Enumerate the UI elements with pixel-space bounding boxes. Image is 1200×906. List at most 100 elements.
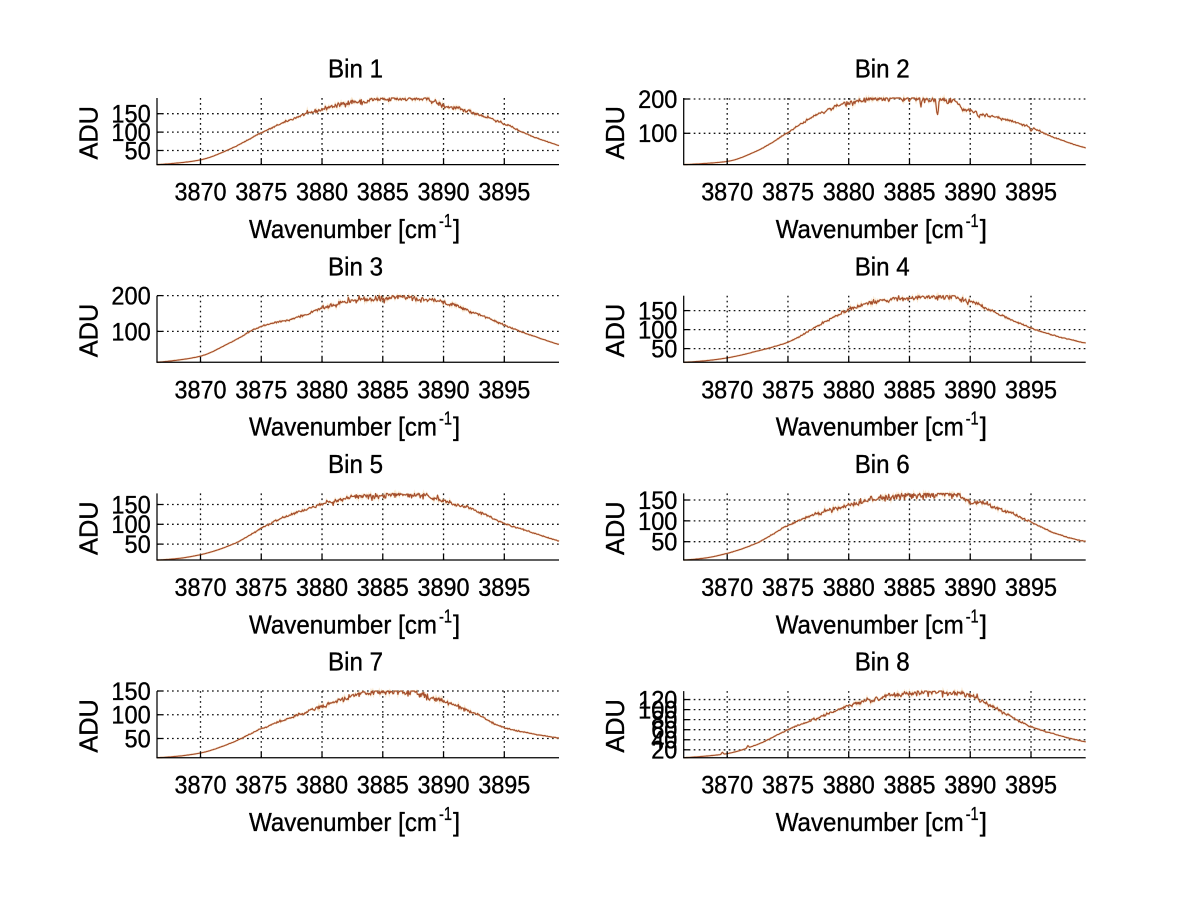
svg-text:200: 200: [638, 86, 677, 114]
svg-text:3895: 3895: [1005, 772, 1057, 800]
svg-text:3895: 3895: [478, 179, 530, 207]
svg-text:80: 80: [651, 707, 677, 735]
svg-text:Bin 8: Bin 8: [855, 647, 910, 677]
svg-text:ADU: ADU: [600, 304, 630, 358]
svg-text:Wavenumber [cm: Wavenumber [cm: [249, 214, 437, 244]
svg-text:100: 100: [638, 508, 677, 536]
svg-text:150: 150: [638, 487, 677, 515]
svg-text:Bin 6: Bin 6: [855, 449, 910, 479]
svg-text:3890: 3890: [418, 772, 470, 800]
svg-text:3895: 3895: [478, 574, 530, 602]
svg-text:Wavenumber [cm: Wavenumber [cm: [249, 412, 437, 442]
svg-text:-1: -1: [966, 211, 979, 231]
svg-text:ADU: ADU: [74, 304, 104, 358]
svg-text:]: ]: [980, 807, 987, 837]
svg-text:-1: -1: [439, 409, 452, 429]
svg-text:Wavenumber [cm: Wavenumber [cm: [249, 609, 437, 639]
svg-text:3890: 3890: [944, 376, 996, 404]
svg-text:100: 100: [111, 511, 150, 539]
svg-text:3880: 3880: [296, 574, 348, 602]
svg-text:Wavenumber [cm: Wavenumber [cm: [776, 609, 964, 639]
svg-text:3870: 3870: [175, 574, 227, 602]
svg-text:20: 20: [651, 737, 677, 765]
svg-text:]: ]: [453, 412, 460, 442]
svg-text:]: ]: [453, 807, 460, 837]
svg-text:Bin 2: Bin 2: [855, 54, 910, 84]
svg-text:3895: 3895: [1005, 179, 1057, 207]
svg-text:]: ]: [980, 412, 987, 442]
svg-text:3875: 3875: [235, 574, 287, 602]
svg-text:100: 100: [111, 119, 150, 147]
svg-text:3880: 3880: [823, 574, 875, 602]
svg-text:3875: 3875: [762, 574, 814, 602]
svg-text:-1: -1: [966, 804, 979, 824]
svg-text:Bin 4: Bin 4: [855, 251, 910, 281]
svg-text:3870: 3870: [175, 376, 227, 404]
svg-text:-1: -1: [966, 606, 979, 626]
svg-text:3875: 3875: [762, 179, 814, 207]
svg-text:ADU: ADU: [74, 501, 104, 555]
svg-text:3890: 3890: [418, 376, 470, 404]
svg-text:3885: 3885: [357, 574, 409, 602]
svg-text:3880: 3880: [823, 179, 875, 207]
svg-text:ADU: ADU: [74, 699, 104, 753]
svg-text:3870: 3870: [175, 772, 227, 800]
svg-text:-1: -1: [439, 211, 452, 231]
svg-text:Wavenumber [cm: Wavenumber [cm: [776, 412, 964, 442]
svg-text:50: 50: [125, 531, 151, 559]
svg-text:Wavenumber [cm: Wavenumber [cm: [249, 807, 437, 837]
svg-text:3895: 3895: [1005, 574, 1057, 602]
svg-text:3885: 3885: [883, 376, 935, 404]
svg-text:3890: 3890: [944, 772, 996, 800]
svg-text:100: 100: [111, 318, 150, 346]
svg-text:3870: 3870: [701, 772, 753, 800]
svg-text:ADU: ADU: [600, 699, 630, 753]
svg-text:Bin 1: Bin 1: [328, 54, 383, 84]
svg-text:ADU: ADU: [74, 106, 104, 160]
svg-text:120: 120: [638, 686, 677, 714]
svg-text:ADU: ADU: [600, 501, 630, 555]
svg-text:3875: 3875: [235, 376, 287, 404]
svg-text:-1: -1: [439, 606, 452, 626]
svg-text:]: ]: [980, 609, 987, 639]
svg-text:100: 100: [638, 317, 677, 345]
svg-text:50: 50: [651, 336, 677, 364]
svg-text:100: 100: [638, 120, 677, 148]
svg-text:150: 150: [111, 678, 150, 706]
svg-text:3880: 3880: [296, 772, 348, 800]
svg-text:-1: -1: [966, 409, 979, 429]
svg-text:3890: 3890: [944, 574, 996, 602]
svg-text:]: ]: [453, 609, 460, 639]
svg-text:3885: 3885: [357, 772, 409, 800]
svg-text:40: 40: [651, 727, 677, 755]
svg-text:]: ]: [453, 214, 460, 244]
svg-text:Bin 3: Bin 3: [328, 251, 383, 281]
svg-text:150: 150: [638, 298, 677, 326]
svg-text:50: 50: [651, 529, 677, 557]
svg-text:3880: 3880: [296, 376, 348, 404]
svg-text:Bin 5: Bin 5: [328, 449, 383, 479]
svg-text:3870: 3870: [701, 376, 753, 404]
svg-text:3885: 3885: [357, 179, 409, 207]
svg-text:100: 100: [111, 702, 150, 730]
svg-text:3885: 3885: [883, 179, 935, 207]
svg-text:50: 50: [125, 137, 151, 165]
svg-text:3870: 3870: [701, 574, 753, 602]
svg-text:3880: 3880: [823, 376, 875, 404]
svg-text:3880: 3880: [296, 179, 348, 207]
svg-text:ADU: ADU: [600, 106, 630, 160]
svg-text:3875: 3875: [235, 179, 287, 207]
svg-text:3885: 3885: [883, 574, 935, 602]
svg-text:Wavenumber [cm: Wavenumber [cm: [776, 214, 964, 244]
svg-text:3895: 3895: [478, 772, 530, 800]
svg-text:3875: 3875: [762, 772, 814, 800]
svg-text:3870: 3870: [701, 179, 753, 207]
svg-text:200: 200: [111, 283, 150, 311]
svg-text:60: 60: [651, 717, 677, 745]
svg-text:3885: 3885: [883, 772, 935, 800]
svg-text:3895: 3895: [1005, 376, 1057, 404]
svg-text:150: 150: [111, 101, 150, 129]
svg-text:3875: 3875: [762, 376, 814, 404]
svg-text:]: ]: [980, 214, 987, 244]
svg-text:3890: 3890: [944, 179, 996, 207]
